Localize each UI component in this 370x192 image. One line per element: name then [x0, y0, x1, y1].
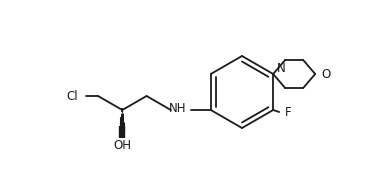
- Text: NH: NH: [169, 103, 187, 116]
- Text: F: F: [285, 105, 292, 118]
- Text: N: N: [277, 61, 286, 74]
- Text: Cl: Cl: [67, 89, 78, 103]
- Text: O: O: [321, 68, 330, 80]
- Text: OH: OH: [113, 139, 131, 152]
